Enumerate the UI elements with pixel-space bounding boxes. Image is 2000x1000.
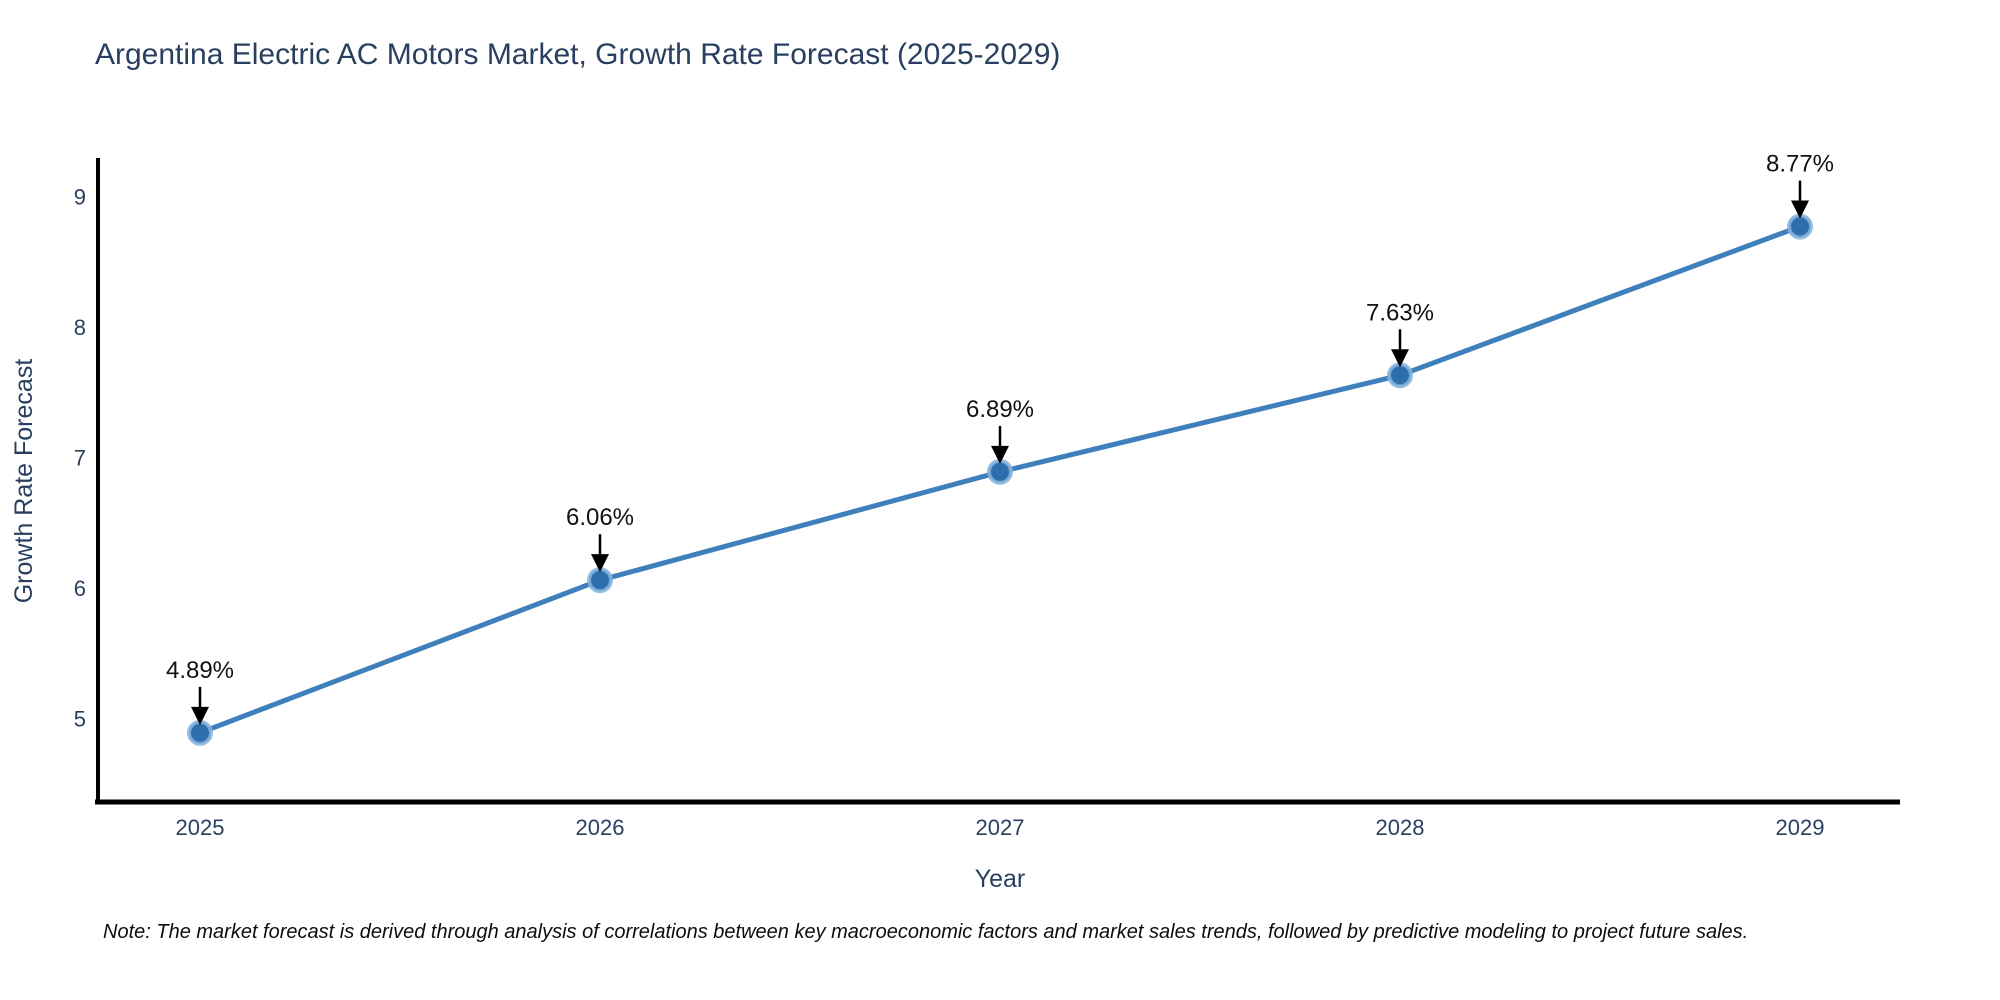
point-annotation: 6.06% [566,504,634,573]
data-point-marker [1387,362,1413,389]
x-axis-label: Year [975,865,1026,893]
annotation-arrowhead-icon [191,706,209,725]
x-tick-label: 2025 [176,815,225,840]
point-value-label: 4.89% [166,657,234,684]
annotation-arrowhead-icon [991,445,1009,464]
point-annotation: 7.63% [1366,299,1434,368]
data-point-marker [587,567,613,594]
annotation-arrowhead-icon [591,554,609,573]
x-tick-label: 2028 [1376,815,1425,840]
annotation-arrowhead-icon [1791,200,1809,219]
y-tick-label: 9 [74,185,86,210]
point-value-label: 6.89% [966,396,1034,423]
y-axis-label: Growth Rate Forecast [10,359,38,604]
data-series [187,213,1813,746]
x-tick-label: 2027 [976,815,1025,840]
y-tick-label: 8 [74,315,86,340]
point-value-label: 8.77% [1766,151,1834,178]
axes: 5 6 7 8 9 2025 2026 2027 2028 2029 [74,158,1900,840]
point-annotation: 6.89% [966,396,1034,464]
data-point-marker [187,719,213,746]
annotation-arrowhead-icon [1391,349,1409,368]
chart-title: Argentina Electric AC Motors Market, Gro… [95,38,1060,71]
point-value-label: 6.06% [566,504,634,531]
point-annotation: 8.77% [1766,151,1834,219]
point-value-label: 7.63% [1366,299,1434,326]
y-tick-label: 7 [74,446,86,471]
point-annotation: 4.89% [166,657,234,725]
footnote: Note: The market forecast is derived thr… [103,921,1748,943]
point-annotations: 4.89% 6.06% 6.89% 7.63% 8.77% [166,151,1834,725]
y-tick-label: 6 [74,576,86,601]
data-point-marker [987,458,1013,485]
data-point-marker [1787,213,1813,240]
y-tick-label: 5 [74,706,86,731]
x-tick-label: 2026 [576,815,625,840]
x-tick-label: 2029 [1776,815,1825,840]
